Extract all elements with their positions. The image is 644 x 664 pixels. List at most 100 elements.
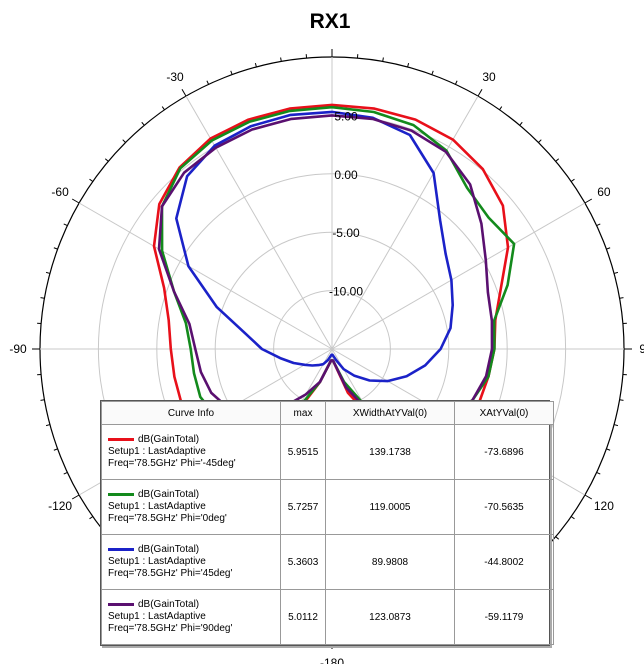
angle-tick (382, 57, 384, 62)
angle-tick (613, 271, 619, 274)
angle-label: -30 (166, 70, 184, 84)
angle-tick (613, 424, 619, 427)
angle-tick (63, 223, 68, 227)
max-value: 5.3603 (280, 534, 326, 590)
grid-spoke (331, 202, 586, 350)
angle-tick (45, 424, 51, 427)
angle-tick (519, 121, 523, 126)
grid-spoke (78, 202, 333, 350)
curve-info-cell: dB(GainTotal) Setup1 : LastAdaptive Freq… (101, 424, 281, 480)
xwidth-value: 89.9808 (325, 534, 455, 590)
radial-label: 5.00 (334, 109, 358, 123)
xwidth-value: 139.1738 (325, 424, 455, 480)
angle-label: 60 (597, 185, 611, 199)
angle-tick (45, 271, 51, 274)
angle-tick (570, 516, 575, 520)
legend-table: Curve Info max XWidthAtYVal(0) XAtYVal(0… (101, 401, 554, 645)
angle-tick (254, 62, 257, 68)
angle-tick (619, 297, 624, 299)
legend-swatch (108, 602, 134, 606)
angle-tick (584, 494, 593, 500)
legend-header-row: Curve Info max XWidthAtYVal(0) XAtYVal(0… (101, 401, 554, 425)
curve-params: Freq='78.5GHz' Phi='0deg' (108, 513, 227, 524)
max-value: 5.9515 (280, 424, 326, 480)
angle-tick (89, 516, 94, 520)
legend-row: dB(GainTotal) Setup1 : LastAdaptive Freq… (101, 424, 554, 480)
curve-name: dB(GainTotal) (138, 489, 200, 500)
angle-tick (280, 57, 282, 62)
legend-swatch (108, 492, 134, 496)
angle-tick (407, 62, 410, 68)
xat-value: -59.1179 (454, 589, 554, 645)
angle-label: 90 (639, 342, 644, 356)
angle-tick (71, 494, 80, 500)
angle-tick (230, 70, 233, 75)
curve-params: Freq='78.5GHz' Phi='45deg' (108, 568, 233, 579)
curve-name: dB(GainTotal) (138, 599, 200, 610)
angle-tick (40, 297, 45, 299)
legend-swatch (108, 437, 134, 441)
angle-tick (606, 247, 611, 250)
angle-tick (619, 399, 624, 401)
angle-tick (431, 70, 434, 75)
header-max: max (280, 401, 326, 425)
radial-label: -5.00 (332, 226, 360, 240)
angle-tick (63, 471, 68, 475)
angle-tick (477, 88, 483, 97)
angle-tick (53, 448, 58, 451)
curve-params: Freq='78.5GHz' Phi='90deg' (108, 623, 233, 634)
radial-label: 0.00 (334, 168, 358, 182)
max-value: 5.0112 (280, 589, 326, 645)
angle-tick (40, 399, 45, 401)
angle-tick (596, 223, 601, 227)
xat-value: -44.8002 (454, 534, 554, 590)
curve-name: dB(GainTotal) (138, 544, 200, 555)
header-xat: XAtYVal(0) (454, 401, 554, 425)
angle-tick (161, 106, 165, 111)
curve-setup: Setup1 : LastAdaptive (108, 556, 206, 567)
angle-label: -60 (51, 185, 69, 199)
radial-label: -10.00 (329, 285, 363, 299)
curve-params: Freq='78.5GHz' Phi='-45deg' (108, 458, 236, 469)
legend-swatch (108, 547, 134, 551)
angle-tick (555, 536, 560, 540)
angle-tick (538, 139, 542, 143)
angle-tick (89, 178, 94, 182)
curve-info-cell: dB(GainTotal) Setup1 : LastAdaptive Freq… (101, 479, 281, 535)
curve-name: dB(GainTotal) (138, 434, 200, 445)
angle-label: -90 (9, 342, 27, 356)
angle-tick (104, 158, 109, 162)
xwidth-value: 119.0005 (325, 479, 455, 535)
curve-setup: Setup1 : LastAdaptive (108, 611, 206, 622)
angle-tick (454, 80, 458, 85)
max-value: 5.7257 (280, 479, 326, 535)
angle-tick (71, 198, 80, 204)
series-curve (175, 110, 454, 383)
angle-tick (606, 448, 611, 451)
curve-info-legend: Curve Info max XWidthAtYVal(0) XAtYVal(0… (100, 400, 554, 646)
curve-info-cell: dB(GainTotal) Setup1 : LastAdaptive Freq… (101, 534, 281, 590)
angle-label: 30 (482, 70, 496, 84)
series-curve (160, 105, 516, 431)
angle-label: 120 (594, 499, 614, 513)
angle-tick (141, 121, 145, 126)
header-xwidth: XWidthAtYVal(0) (325, 401, 455, 425)
angle-labels: -30 30 -60 60 -90 90 -120 120 -180 (9, 70, 644, 664)
curve-setup: Setup1 : LastAdaptive (108, 446, 206, 457)
xat-value: -70.5635 (454, 479, 554, 535)
xat-value: -73.6896 (454, 424, 554, 480)
header-curve-info: Curve Info (101, 401, 281, 425)
curve-info-cell: dB(GainTotal) Setup1 : LastAdaptive Freq… (101, 589, 281, 645)
angle-tick (122, 139, 126, 143)
xwidth-value: 123.0873 (325, 589, 455, 645)
angle-tick (181, 88, 187, 97)
legend-row: dB(GainTotal) Setup1 : LastAdaptive Freq… (101, 479, 554, 535)
angle-label: -180 (320, 656, 344, 664)
angle-tick (53, 247, 58, 250)
curves (152, 103, 516, 441)
series-curve (157, 114, 494, 426)
angle-tick (206, 80, 210, 85)
angle-tick (584, 198, 593, 204)
grid-spoke (331, 95, 479, 350)
curve-setup: Setup1 : LastAdaptive (108, 501, 206, 512)
